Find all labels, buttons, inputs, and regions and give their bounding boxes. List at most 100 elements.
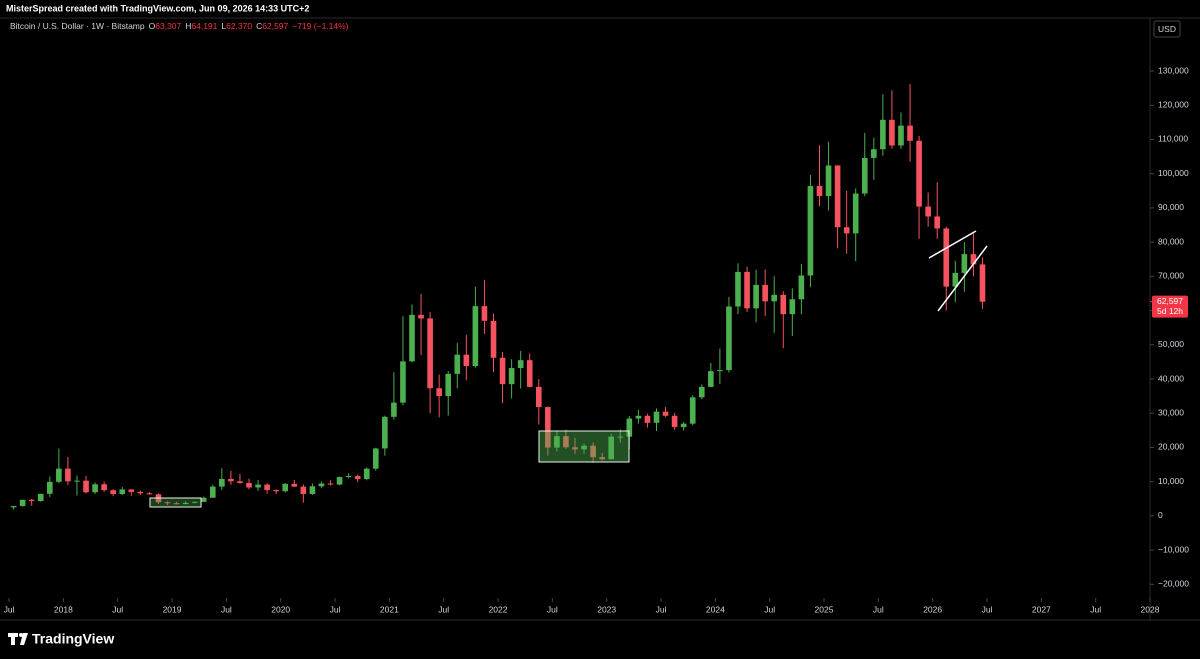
x-tick-label: 2027 <box>1032 604 1051 614</box>
ohlc-key: L <box>221 21 226 31</box>
header-text: MisterSpread created with TradingView.co… <box>6 3 309 13</box>
candle-body <box>490 320 497 358</box>
candle-body <box>354 476 361 479</box>
x-tick-label: Jul <box>221 604 232 614</box>
candle-body <box>807 186 814 276</box>
x-tick-label: Jul <box>438 604 449 614</box>
candle-body <box>834 165 841 228</box>
candle-body <box>237 481 243 484</box>
price-change: −719 (−1.14%) <box>292 21 348 31</box>
last-price-label: 62,597 <box>1157 296 1183 306</box>
currency-button[interactable] <box>1153 20 1181 38</box>
candle-body <box>255 484 261 488</box>
candle-body <box>92 484 98 493</box>
candle-body <box>608 436 615 460</box>
candle-body <box>318 483 325 487</box>
candle-body <box>934 216 941 229</box>
x-tick-label: 2028 <box>1141 604 1160 614</box>
candle-body <box>563 436 569 448</box>
candle-body <box>137 491 144 494</box>
ohlc-key: H <box>185 21 191 31</box>
plot-area <box>10 84 986 510</box>
candle-body <box>264 484 270 491</box>
ohlc-value: 62,597 <box>262 21 288 31</box>
candle-body <box>246 483 252 488</box>
candle-body <box>789 299 796 315</box>
candle-body <box>861 157 868 194</box>
candle-body <box>191 501 198 503</box>
candle-body <box>671 415 678 428</box>
candle-body <box>626 418 633 437</box>
candle-body <box>617 436 624 438</box>
candle-body <box>472 306 479 366</box>
candle-body <box>37 493 44 502</box>
candle-body <box>798 275 805 300</box>
candle-body <box>744 271 750 309</box>
candle-body <box>119 489 126 494</box>
y-tick-label: 0 <box>1158 510 1163 520</box>
symbol-legend: Bitcoin / U.S. Dollar · 1W · Bitstamp O63… <box>10 21 349 31</box>
y-tick-label: 40,000 <box>1158 373 1184 383</box>
x-tick-label: Jul <box>330 604 341 614</box>
y-tick-label: 50,000 <box>1158 339 1184 349</box>
x-tick-label: 2024 <box>706 604 725 614</box>
ohlc-key: C <box>256 21 262 31</box>
candle-body <box>164 502 171 504</box>
y-tick-label: 120,000 <box>1158 100 1189 110</box>
candle-body <box>28 499 35 502</box>
candle-body <box>363 468 370 479</box>
logo-shape <box>11 633 15 645</box>
x-tick-label: 2020 <box>271 604 290 614</box>
candle-body <box>291 483 298 487</box>
ohlc-value: 64,191 <box>191 21 217 31</box>
x-tick-label: Jul <box>547 604 558 614</box>
range-box <box>538 430 630 463</box>
logo-shape <box>20 633 28 645</box>
logo-shape <box>19 633 23 637</box>
candle-body <box>662 411 669 416</box>
x-tick-label: 2019 <box>163 604 182 614</box>
candle-body <box>101 484 107 491</box>
candle-body <box>146 493 153 495</box>
x-tick-label: 2021 <box>380 604 399 614</box>
candle-body <box>418 314 424 319</box>
candle-body <box>327 483 334 485</box>
y-tick-label: 110,000 <box>1158 134 1188 144</box>
y-tick-label: 100,000 <box>1158 168 1189 178</box>
brand-logo[interactable]: TradingView <box>8 631 114 647</box>
candle-body <box>545 407 551 448</box>
candle-body <box>925 206 931 217</box>
candle-body <box>391 402 397 417</box>
candle-body <box>228 478 234 482</box>
candle-body <box>517 360 524 369</box>
x-tick-label: 2025 <box>815 604 834 614</box>
candle-body <box>554 436 560 448</box>
candle-body <box>65 468 71 482</box>
candle-body <box>74 480 80 482</box>
candle-body <box>345 476 352 478</box>
candle-body <box>508 368 515 385</box>
candle-body <box>590 445 596 458</box>
candle-body <box>56 468 62 482</box>
candle-body <box>635 415 642 419</box>
candle-body <box>717 370 723 372</box>
x-tick-label: Jul <box>873 604 884 614</box>
candle-body <box>726 306 732 371</box>
candle-body <box>780 294 787 315</box>
candle-body <box>644 415 651 423</box>
ohlc-value: 63,307 <box>155 21 181 31</box>
candle-body <box>110 490 116 494</box>
candle-body <box>698 386 705 398</box>
x-tick-label: Jul <box>656 604 667 614</box>
channel-line <box>928 230 977 259</box>
x-tick-label: 2023 <box>597 604 616 614</box>
candle-body <box>499 357 506 385</box>
candle-body <box>454 354 461 374</box>
candle-body <box>409 314 415 362</box>
candle-body <box>273 490 279 492</box>
currency-label[interactable]: USD <box>1158 24 1176 34</box>
candle-body <box>843 227 850 234</box>
symbol: Bitcoin / U.S. Dollar · 1W · Bitstamp <box>10 21 145 31</box>
